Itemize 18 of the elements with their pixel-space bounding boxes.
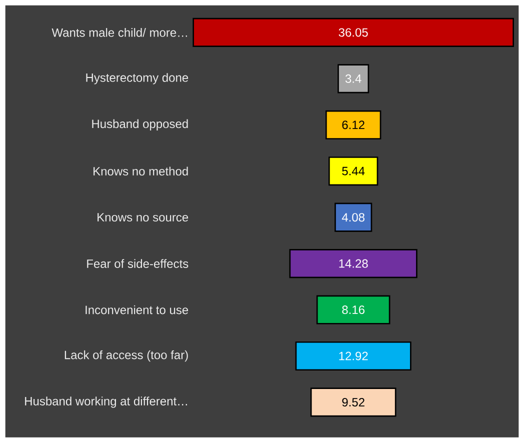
data-label: 4.08 <box>342 213 364 222</box>
category-label: Knows no method <box>94 166 188 176</box>
category-label: Lack of access (too far) <box>64 350 188 362</box>
data-label: 6.12 <box>342 120 364 130</box>
data-label: 5.44 <box>342 167 365 176</box>
category-label: Knows no source <box>98 213 188 222</box>
category-label: Fear of side-effects <box>87 259 188 268</box>
category-label: Hysterectomy done <box>86 73 188 84</box>
data-label: 14.28 <box>339 259 368 268</box>
data-label: 3.4 <box>345 74 362 84</box>
category-label: Wants male child/ more… <box>52 28 187 38</box>
category-label: Inconvenient to use <box>86 306 188 314</box>
category-label: Husband opposed <box>92 119 188 131</box>
category-label: Husband working at different… <box>25 396 187 408</box>
data-label: 12.92 <box>339 352 368 360</box>
data-label: 8.16 <box>342 306 364 314</box>
data-label: 9.52 <box>342 398 364 407</box>
data-label: 36.05 <box>338 28 368 37</box>
